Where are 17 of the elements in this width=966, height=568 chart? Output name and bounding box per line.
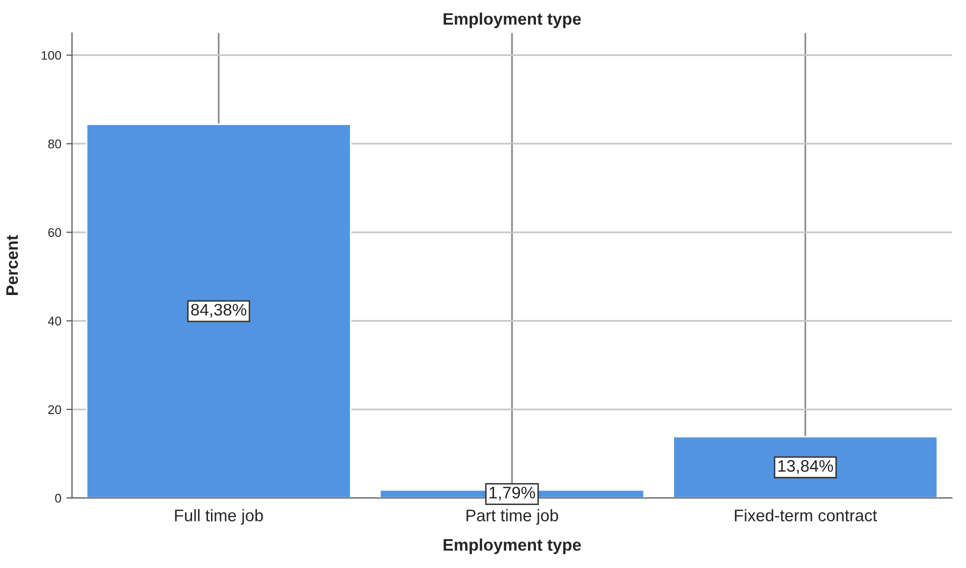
chart-title: Employment type bbox=[444, 12, 581, 28]
y-tick-label: 0 bbox=[55, 494, 62, 503]
data-label: 84,38% bbox=[191, 304, 246, 318]
x-tick-label: Full time job bbox=[175, 509, 263, 525]
y-tick-label: 60 bbox=[48, 228, 62, 237]
bar bbox=[86, 124, 352, 498]
y-tick-label: 100 bbox=[42, 50, 62, 60]
y-axis-title: Percent bbox=[6, 235, 18, 295]
data-label: 13,84% bbox=[778, 460, 834, 474]
y-tick-label: 20 bbox=[48, 405, 62, 414]
x-axis-title: Employment type bbox=[444, 538, 581, 554]
y-tick-label: 40 bbox=[48, 316, 62, 326]
y-tick-label: 80 bbox=[48, 140, 62, 148]
x-tick-label: Part time job bbox=[466, 509, 558, 525]
x-tick-label: Fixed-term contract bbox=[734, 509, 877, 522]
bar bbox=[672, 436, 938, 498]
data-label: 1,79% bbox=[490, 486, 536, 500]
